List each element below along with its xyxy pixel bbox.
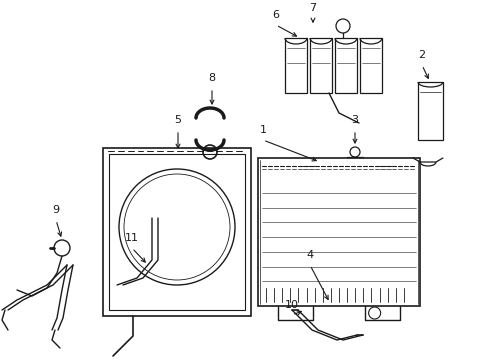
Bar	[103, 148, 250, 316]
Text: 1: 1	[259, 125, 266, 135]
Text: 5: 5	[174, 115, 181, 125]
Bar	[258, 158, 419, 306]
Text: 3: 3	[351, 115, 358, 125]
Text: 4: 4	[306, 250, 313, 260]
Bar	[334, 38, 356, 93]
Text: 9: 9	[52, 205, 60, 215]
Bar	[359, 38, 381, 93]
Bar	[417, 82, 442, 140]
Text: 11: 11	[125, 233, 139, 243]
Bar	[109, 154, 244, 310]
Bar	[309, 38, 331, 93]
Text: 6: 6	[272, 10, 279, 20]
Text: 10: 10	[285, 300, 298, 310]
Text: 8: 8	[208, 73, 215, 83]
Text: 2: 2	[418, 50, 425, 60]
Text: 7: 7	[309, 3, 316, 13]
Bar	[285, 38, 306, 93]
